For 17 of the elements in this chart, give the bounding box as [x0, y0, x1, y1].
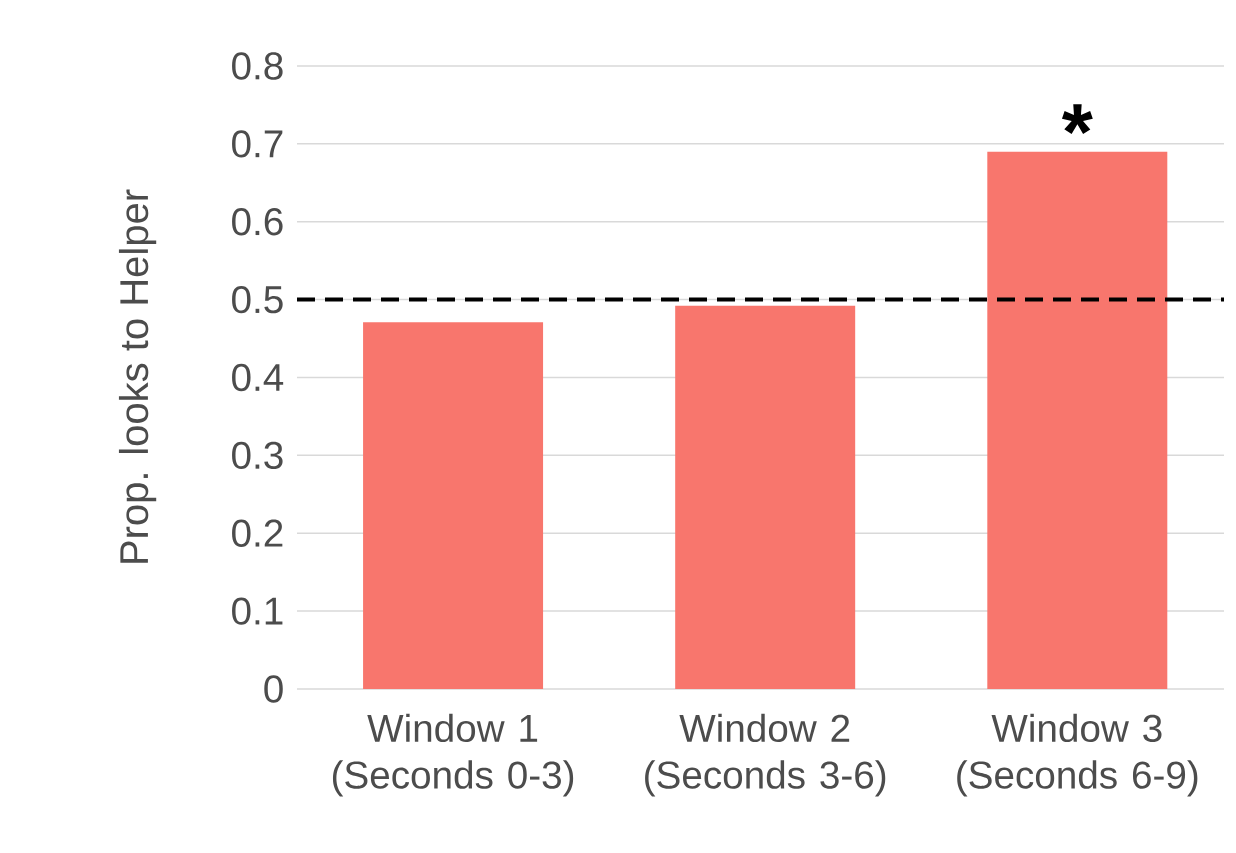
- y-tick-label: 0.6: [232, 208, 283, 236]
- bar: [675, 305, 856, 689]
- y-tick-label: 0.8: [232, 52, 283, 80]
- y-tick-label: 0.4: [232, 363, 284, 392]
- bar: [363, 322, 544, 689]
- x-tick-label: Window 3 (Seconds 6-9): [957, 713, 1198, 797]
- x-tick-label: Window 1 (Seconds 0-3): [332, 713, 574, 797]
- y-tick-label: 0.3: [232, 441, 283, 470]
- y-tick-label: 0.2: [232, 519, 283, 547]
- bar: [987, 151, 1168, 689]
- y-axis-title: Prop. looks to Helper: [118, 189, 157, 563]
- y-tick-label: 0.7: [232, 130, 283, 158]
- x-tick-label: Window 2 (Seconds 3-6): [645, 713, 886, 797]
- y-tick-label: 0.1: [232, 597, 283, 625]
- y-tick-label: 0: [264, 675, 283, 703]
- y-tick-label: 0.5: [232, 285, 283, 314]
- annotation: *: [1061, 104, 1093, 135]
